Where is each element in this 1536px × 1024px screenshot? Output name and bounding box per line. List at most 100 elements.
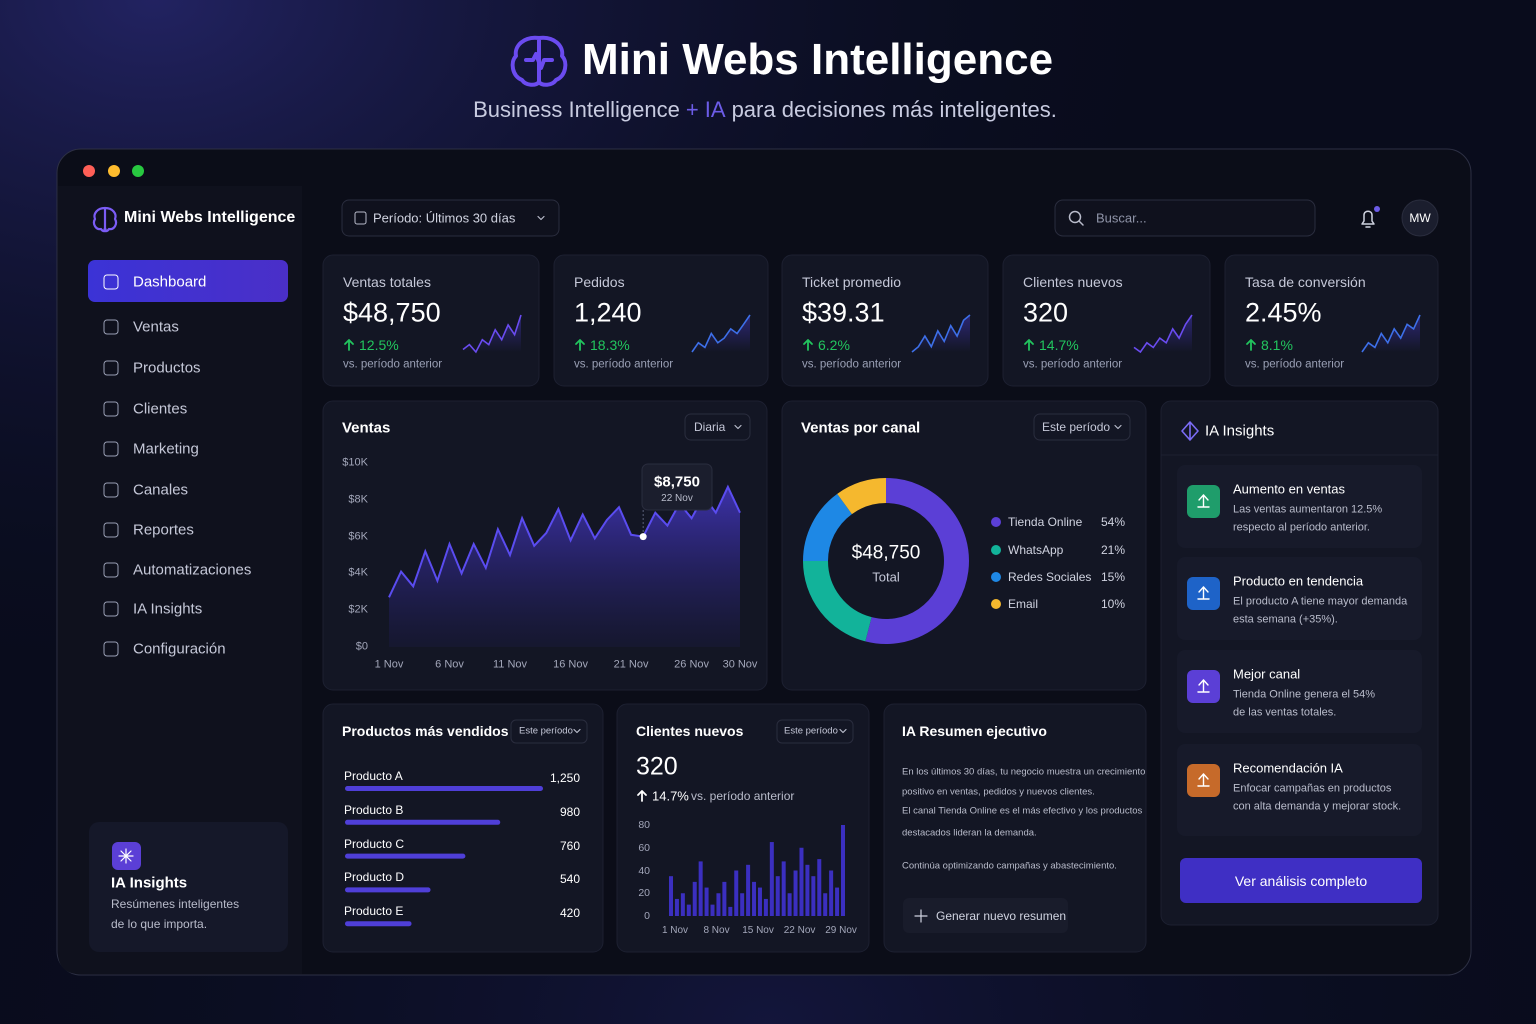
sales-area [389,486,740,647]
legend-label: Redes Sociales [1008,570,1092,584]
y-tick-label: $0 [355,640,368,653]
legend-label: Tienda Online [1008,515,1083,529]
product-bar [345,921,412,927]
subtitle-part: para decisiones más inteligentes. [731,97,1057,122]
page-subtitle: Business Intelligence + IA para decisiones… [473,99,1063,121]
search-placeholder[interactable]: Buscar... [1096,210,1147,226]
period-label[interactable]: Período: Últimos 30 días [373,210,516,226]
nav-item[interactable]: Configuración [133,640,226,658]
nav-item-active[interactable] [88,260,288,302]
search-icon [1068,210,1082,224]
dropdown[interactable] [1033,413,1131,441]
brand-logo [510,35,568,87]
nav-item[interactable]: Canales [133,481,189,499]
brand-icon [92,206,118,233]
customer-bar [817,859,822,916]
period-selector[interactable] [341,199,560,237]
customer-bar [728,906,733,916]
tooltip-point [639,533,647,541]
insights-icon [1181,421,1199,441]
x-tick-label: 1 Nov [374,658,404,671]
nav-item[interactable]: IA Insights [133,600,203,618]
product-value: 980 [559,804,580,819]
customer-bar [781,861,786,916]
tooltip-value: $8,750 [654,473,700,491]
up-arrow-icon [1024,339,1034,351]
dropdown[interactable] [684,413,751,441]
card-title: IA Insights [1205,422,1275,440]
customer-bar [692,881,697,916]
kpi-card [322,254,540,387]
chevron-icon [734,424,742,430]
dropdown-label[interactable]: Este período [519,725,573,737]
customer-bar [769,842,774,916]
legend-value: 10% [1100,597,1125,611]
insight-text: con alta demanda y mejorar stock. [1233,800,1402,813]
window-control [108,165,120,177]
nav-icon [103,522,119,538]
kpi-label: Clientes nuevos [1023,274,1123,290]
window-control [132,165,144,177]
card-title: Clientes nuevos [636,723,744,739]
kpi-value: 320 [1023,297,1069,328]
insight-item [1177,650,1422,733]
button-label[interactable]: Ver análisis completo [1234,873,1368,889]
avatar[interactable] [1401,199,1439,237]
avatar-initials[interactable]: MW [1409,211,1431,225]
dropdown[interactable] [510,719,588,744]
donut-center-value: $48,750 [851,542,921,564]
product-label: Producto D [344,870,405,885]
y-tick-label: $2K [348,603,368,616]
insight-item [1177,557,1422,640]
nav-item[interactable]: Clientes [133,400,188,418]
secondary-button[interactable] [903,898,1068,933]
customer-bar [716,893,721,916]
kpi-card [553,254,769,387]
kpi-change: 12.5% [359,337,399,353]
customer-bar [823,893,828,916]
product-label: Producto C [344,836,405,851]
primary-button[interactable] [1180,858,1422,903]
kpi-card [781,254,989,387]
nav-item[interactable]: Dashboard [133,273,207,291]
sparkle-icon [914,909,928,923]
kpi-change: 6.2% [818,337,850,353]
card-title: Productos más vendidos [342,723,509,739]
x-tick-label: 16 Nov [553,658,588,671]
dropdown-label[interactable]: Diaria [694,420,726,434]
dropdown-label[interactable]: Este período [1042,420,1111,434]
button-label[interactable]: Generar nuevo resumen [936,909,1067,923]
product-value: 540 [559,872,580,887]
customer-bar [669,876,673,916]
x-tick-label: 6 Nov [435,658,464,671]
dropdown[interactable] [776,719,854,744]
dropdown-label[interactable]: Este período [784,725,838,737]
kpi-card [1224,254,1439,387]
kpi-change: 14.7% [1039,337,1079,353]
summary-text: destacados lideran la demanda. [902,827,1037,839]
nav-item[interactable]: Automatizaciones [133,561,252,579]
kpi-note: vs. período anterior [574,358,674,371]
donut-center-label: Total [872,569,900,585]
insight-title: Mejor canal [1233,666,1301,682]
nav-item[interactable]: Ventas [133,318,179,336]
notification-bell [1361,210,1375,228]
nav-item[interactable]: Marketing [133,440,199,458]
nav-item[interactable]: Productos [133,359,201,377]
up-arrow-icon [803,339,813,351]
nav-item[interactable]: Reportes [133,521,194,539]
search-box[interactable] [1054,199,1316,237]
x-tick-label: 11 Nov [493,658,528,671]
x-tick-label: 1 Nov [661,925,689,936]
sparkline-area [912,315,970,352]
insight-title: Aumento en ventas [1233,481,1346,497]
legend-dot [991,517,1001,527]
customer-bar [680,893,685,916]
nav-icon [103,274,119,290]
donut-segment [865,478,969,644]
customer-bar [799,847,804,916]
insight-text: respecto al período anterior. [1233,521,1370,534]
sparkline-area [1134,315,1192,352]
